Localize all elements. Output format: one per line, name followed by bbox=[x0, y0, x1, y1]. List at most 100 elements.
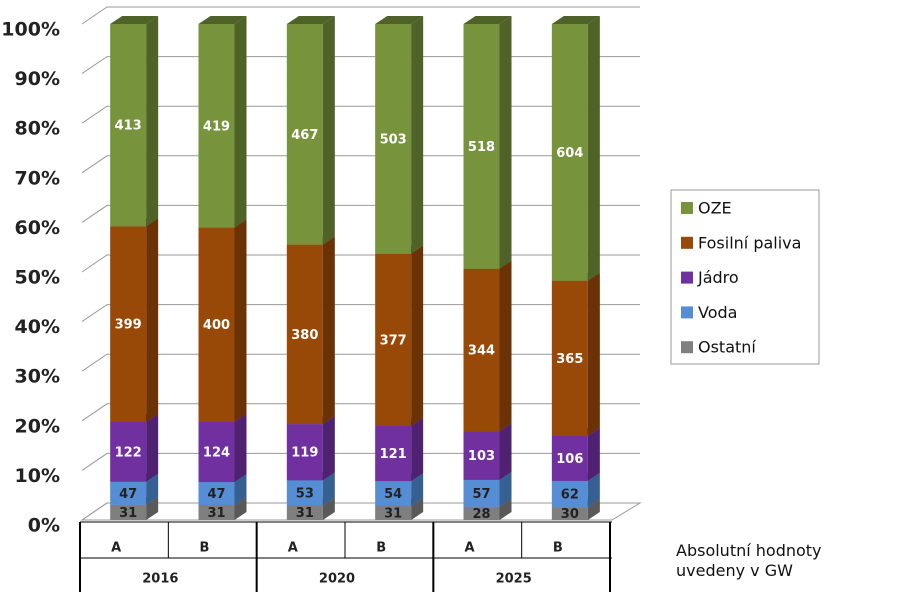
legend-label: Ostatní bbox=[698, 338, 756, 357]
bar-segment bbox=[551, 16, 600, 281]
bar-side bbox=[499, 498, 512, 520]
value-label: 62 bbox=[561, 488, 579, 503]
value-label: 344 bbox=[468, 343, 495, 358]
grid-line bbox=[81, 353, 640, 372]
y-tick-label: 100% bbox=[1, 19, 60, 41]
y-tick-label: 60% bbox=[15, 217, 60, 239]
value-label: 31 bbox=[296, 506, 314, 521]
bar-side bbox=[411, 497, 424, 520]
legend-box bbox=[670, 189, 820, 365]
bar-front bbox=[198, 421, 235, 483]
bar-front bbox=[198, 24, 235, 228]
value-label: 124 bbox=[203, 445, 230, 460]
value-label: 103 bbox=[468, 449, 495, 464]
bar-front bbox=[110, 504, 147, 520]
legend-swatch bbox=[681, 306, 693, 319]
bar-front bbox=[286, 424, 323, 481]
value-label: 365 bbox=[556, 352, 583, 367]
legend-swatch bbox=[681, 202, 693, 214]
x-tick-label: B bbox=[376, 541, 386, 556]
legend-swatch bbox=[681, 236, 693, 249]
bar-segment bbox=[286, 236, 335, 425]
legend-label: OZE bbox=[698, 199, 732, 218]
legend-swatch bbox=[681, 341, 693, 354]
y-tick-label: 0% bbox=[28, 515, 60, 537]
bar-side bbox=[322, 416, 335, 481]
bar-side bbox=[587, 16, 600, 281]
bar-side bbox=[499, 260, 512, 432]
bar-front bbox=[286, 505, 323, 520]
bar-front bbox=[551, 24, 588, 281]
value-label: 106 bbox=[556, 452, 583, 467]
bar-front bbox=[110, 24, 147, 227]
value-label: 518 bbox=[468, 140, 495, 155]
bar-side bbox=[322, 497, 335, 520]
bar-front bbox=[110, 481, 147, 505]
value-label: 467 bbox=[291, 128, 318, 143]
value-label: 47 bbox=[207, 487, 225, 502]
group-label: 2020 bbox=[319, 572, 355, 587]
bar-side bbox=[411, 16, 424, 254]
y-tick-label: 80% bbox=[15, 118, 60, 140]
group-label: 2016 bbox=[142, 572, 178, 587]
bar-side bbox=[234, 219, 247, 422]
bar-front bbox=[375, 505, 412, 520]
bar-side bbox=[322, 472, 335, 506]
x-tick-label: B bbox=[200, 541, 210, 556]
bar-side bbox=[146, 473, 159, 505]
bar-front bbox=[551, 507, 588, 520]
bar-side bbox=[146, 413, 159, 482]
bar-side bbox=[499, 471, 512, 507]
bar-side bbox=[322, 236, 335, 425]
value-label: 53 bbox=[296, 486, 314, 501]
value-label: 47 bbox=[119, 487, 137, 502]
bar-front bbox=[463, 24, 500, 269]
x-tick-label: A bbox=[464, 541, 474, 556]
bar-side bbox=[587, 272, 600, 436]
bar-front bbox=[463, 431, 500, 480]
bar-side bbox=[587, 499, 600, 520]
bar-front bbox=[198, 227, 235, 422]
bar-front bbox=[198, 482, 235, 505]
grid-line bbox=[81, 452, 640, 471]
value-label: 121 bbox=[380, 447, 407, 462]
bar-top bbox=[375, 16, 424, 24]
y-tick-label: 90% bbox=[15, 68, 60, 90]
grid-line bbox=[81, 403, 640, 422]
y-tick-label: 70% bbox=[15, 167, 60, 189]
bar-side bbox=[411, 417, 424, 482]
value-label: 31 bbox=[384, 506, 402, 521]
y-tick-label: 30% bbox=[15, 366, 60, 388]
bar-side bbox=[411, 473, 424, 506]
grid-line bbox=[81, 502, 640, 521]
bar-front bbox=[286, 480, 323, 506]
bar-front bbox=[375, 253, 412, 426]
bar-segment bbox=[198, 16, 247, 228]
x-tick-label: A bbox=[288, 541, 298, 556]
annotation: Absolutní hodnoty uvedeny v GW bbox=[676, 541, 822, 580]
value-label: 604 bbox=[556, 146, 583, 161]
bar-side bbox=[146, 218, 159, 422]
value-label: 380 bbox=[291, 328, 318, 343]
bar-side bbox=[499, 423, 512, 480]
y-tick-label: 10% bbox=[15, 465, 60, 487]
bar-front bbox=[551, 435, 588, 481]
legend-label: Voda bbox=[698, 303, 737, 322]
x-tick-label: B bbox=[553, 541, 563, 556]
group-label: 2025 bbox=[496, 572, 532, 587]
bar-side bbox=[146, 496, 159, 520]
bar-side bbox=[411, 245, 424, 426]
bar-side bbox=[322, 16, 335, 245]
grid-line bbox=[81, 304, 640, 323]
legend-label: Fosilní paliva bbox=[698, 233, 801, 252]
bar-front bbox=[286, 244, 323, 425]
bar-segment bbox=[375, 417, 424, 482]
bar-side bbox=[234, 474, 247, 505]
bar-side bbox=[234, 413, 247, 483]
value-label: 28 bbox=[472, 507, 490, 522]
bar-side bbox=[587, 472, 600, 508]
value-label: 31 bbox=[119, 506, 137, 521]
value-label: 122 bbox=[115, 445, 142, 460]
value-label: 119 bbox=[291, 446, 318, 461]
